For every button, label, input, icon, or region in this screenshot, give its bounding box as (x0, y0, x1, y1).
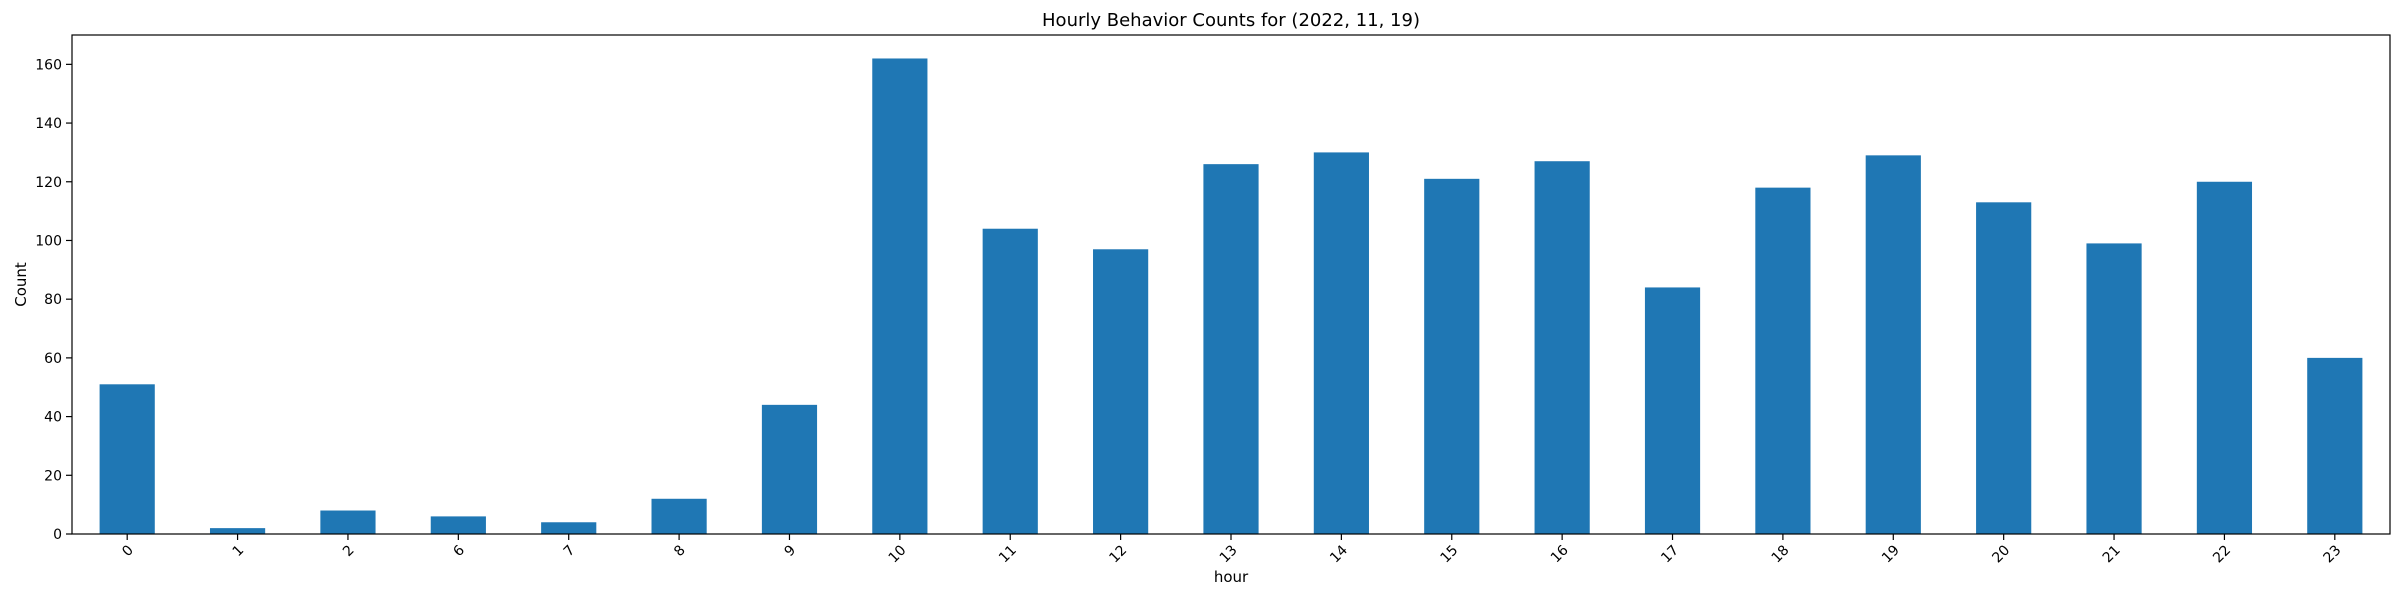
bar-hour-22 (2196, 181, 2253, 534)
bar-hour-2 (320, 510, 376, 534)
bar-hour-12 (1093, 249, 1149, 534)
x-tick-label: 13 (1217, 542, 1241, 566)
x-tick-label: 10 (886, 542, 910, 566)
y-tick-label: 20 (44, 468, 62, 484)
y-axis-label: Count (12, 262, 30, 307)
bar-hour-7 (541, 522, 597, 534)
bar-hour-8 (651, 498, 707, 534)
x-tick-label: 20 (1989, 542, 2013, 566)
x-tick-label: 17 (1658, 542, 1682, 566)
bars-group (99, 58, 2363, 535)
y-tick-label: 0 (53, 527, 62, 543)
x-tick-label: 7 (561, 542, 579, 560)
bar-hour-23 (2307, 357, 2363, 534)
bar-hour-10 (872, 58, 928, 534)
bar-hour-18 (1755, 187, 1811, 534)
x-tick-label: 14 (1327, 542, 1351, 566)
chart-title: Hourly Behavior Counts for (2022, 11, 19… (1042, 10, 1420, 31)
x-tick-label: 23 (2321, 542, 2345, 566)
bar-hour-13 (1203, 164, 1259, 534)
bar-hour-16 (1534, 161, 1590, 534)
y-tick-label: 60 (44, 351, 62, 367)
x-tick-label: 21 (2100, 542, 2124, 566)
plot-frame (71, 34, 2391, 535)
bar-hour-11 (982, 228, 1038, 535)
x-tick-label: 19 (1879, 542, 1903, 566)
bar-hour-15 (1424, 178, 1480, 534)
x-tick-label: 6 (450, 542, 468, 560)
x-axis-label: hour (1214, 568, 1249, 586)
x-tick-label: 22 (2210, 542, 2234, 566)
x-tick-label: 16 (1548, 542, 1572, 566)
y-tick-label: 140 (35, 116, 62, 132)
x-tick-label: 8 (671, 542, 689, 560)
bar-hour-19 (1865, 155, 1921, 534)
bar-hour-20 (1976, 202, 2032, 534)
y-tick-label: 160 (35, 57, 62, 73)
bar-hour-17 (1644, 287, 1701, 534)
x-tick-label: 15 (1437, 542, 1461, 566)
bar-hour-21 (2086, 243, 2142, 534)
x-tick-label: 11 (996, 542, 1020, 566)
x-tick-label: 9 (782, 542, 800, 560)
y-tick-label: 120 (35, 175, 62, 191)
y-axis-ticks: 0 20 40 60 80 100 120 140 160 (35, 57, 72, 543)
x-tick-label: 18 (1769, 542, 1793, 566)
x-tick-label: 2 (340, 542, 358, 560)
x-tick-label: 1 (230, 542, 248, 560)
bar-hour-9 (761, 404, 818, 534)
bar-hour-6 (430, 516, 486, 534)
bar-hour-14 (1313, 152, 1369, 534)
bar-hour-1 (209, 528, 266, 534)
x-axis-ticks: 0 1 2 6 7 8 9 10 11 12 13 14 15 16 17 18 19 20 21 22 23 (119, 534, 2344, 566)
x-tick-label: 12 (1106, 542, 1130, 566)
bar-hour-0 (99, 384, 155, 534)
y-tick-label: 40 (44, 410, 62, 426)
y-tick-label: 100 (35, 233, 62, 249)
x-tick-label: 0 (119, 542, 137, 560)
y-tick-label: 80 (44, 292, 62, 308)
